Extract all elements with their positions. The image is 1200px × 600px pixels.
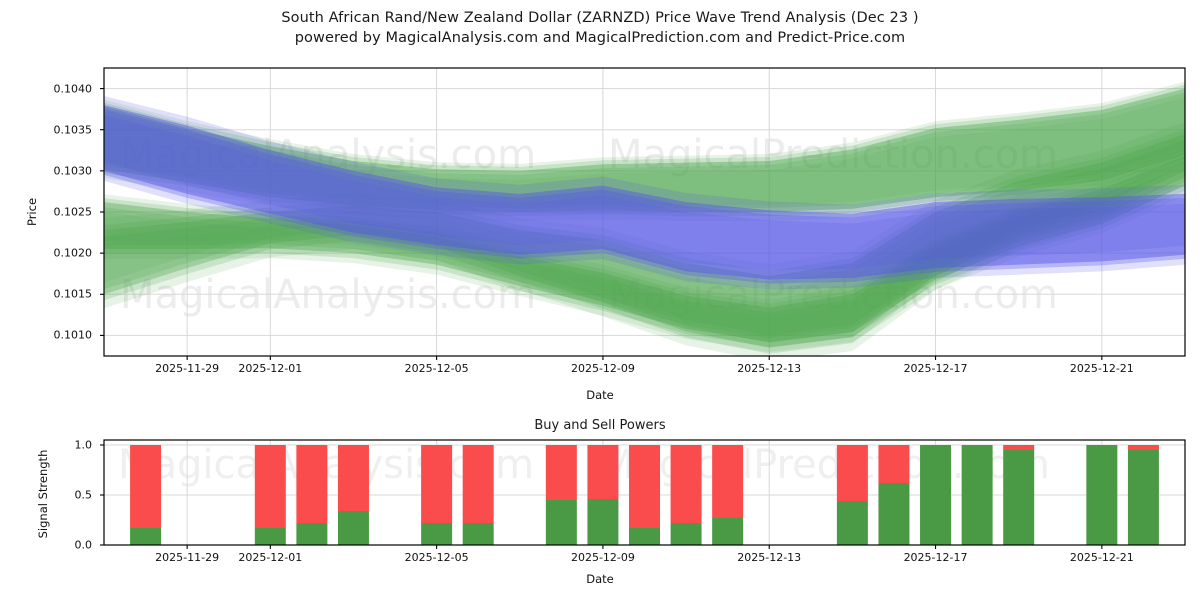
sell-power-bar bbox=[255, 445, 286, 528]
x-tick-label: 2025-12-21 bbox=[1070, 362, 1134, 375]
y-tick-label: 0.1010 bbox=[30, 329, 92, 342]
bottom-panel-title: Buy and Sell Powers bbox=[0, 418, 1200, 433]
x-tick-label: 2025-12-17 bbox=[904, 551, 968, 564]
x-tick-label: 2025-12-05 bbox=[405, 362, 469, 375]
buy-power-bar bbox=[255, 528, 286, 545]
top-x-axis-label: Date bbox=[0, 388, 1200, 402]
buy-power-bar bbox=[962, 445, 993, 545]
bar-group bbox=[130, 445, 1159, 545]
sell-power-bar bbox=[587, 445, 618, 499]
buy-power-bar bbox=[920, 445, 951, 545]
plot-area: MagicalAnalysis.com MagicalPrediction.co… bbox=[0, 0, 1200, 600]
x-tick-label: 2025-11-29 bbox=[155, 362, 219, 375]
buy-power-bar bbox=[130, 528, 161, 545]
bottom-y-axis-label: Signal Strength bbox=[36, 439, 50, 549]
y-tick-label: 0.1020 bbox=[30, 247, 92, 260]
x-tick-label: 2025-12-13 bbox=[737, 551, 801, 564]
sell-power-bar bbox=[878, 445, 909, 483]
sell-power-bar bbox=[1128, 445, 1159, 450]
buy-power-bar bbox=[338, 511, 369, 545]
x-tick-label: 2025-12-09 bbox=[571, 362, 635, 375]
buy-power-bar bbox=[878, 483, 909, 545]
buy-power-bar bbox=[629, 528, 660, 545]
buy-power-bar bbox=[1128, 450, 1159, 545]
buy-power-bar bbox=[421, 523, 452, 545]
y-tick-label: 0.1015 bbox=[30, 288, 92, 301]
buy-power-bar bbox=[671, 523, 702, 545]
buy-power-bar bbox=[1086, 445, 1117, 545]
x-tick-label: 2025-12-05 bbox=[405, 551, 469, 564]
buy-power-bar bbox=[712, 518, 743, 545]
sell-power-bar bbox=[463, 445, 494, 523]
buy-power-bar bbox=[296, 523, 327, 545]
sell-power-bar bbox=[546, 445, 577, 500]
sell-power-bar bbox=[130, 445, 161, 528]
x-tick-label: 2025-12-21 bbox=[1070, 551, 1134, 564]
buy-power-bar bbox=[463, 523, 494, 545]
x-tick-label: 2025-12-13 bbox=[737, 362, 801, 375]
sell-power-bar bbox=[671, 445, 702, 523]
x-tick-label: 2025-11-29 bbox=[155, 551, 219, 564]
sell-power-bar bbox=[712, 445, 743, 518]
x-tick-label: 2025-12-09 bbox=[571, 551, 635, 564]
x-tick-label: 2025-12-17 bbox=[904, 362, 968, 375]
buy-power-bar bbox=[1003, 450, 1034, 545]
sell-power-bar bbox=[1003, 445, 1034, 450]
buy-power-bar bbox=[546, 500, 577, 545]
sell-power-bar bbox=[338, 445, 369, 511]
bottom-x-axis-label: Date bbox=[0, 572, 1200, 586]
x-tick-label: 2025-12-01 bbox=[238, 551, 302, 564]
sell-power-bar bbox=[629, 445, 660, 528]
sell-power-bar bbox=[421, 445, 452, 523]
top-y-axis-label: Price bbox=[25, 172, 39, 252]
buy-power-bar bbox=[587, 499, 618, 545]
wave-bands bbox=[104, 82, 1185, 362]
sell-power-bar bbox=[837, 445, 868, 501]
y-tick-label: 0.1035 bbox=[30, 123, 92, 136]
x-tick-label: 2025-12-01 bbox=[238, 362, 302, 375]
y-tick-label: 0.1025 bbox=[30, 206, 92, 219]
buy-power-bar bbox=[837, 501, 868, 545]
figure-canvas: South African Rand/New Zealand Dollar (Z… bbox=[0, 0, 1200, 600]
y-tick-label: 0.1040 bbox=[30, 82, 92, 95]
y-tick-label: 0.1030 bbox=[30, 164, 92, 177]
sell-power-bar bbox=[296, 445, 327, 523]
